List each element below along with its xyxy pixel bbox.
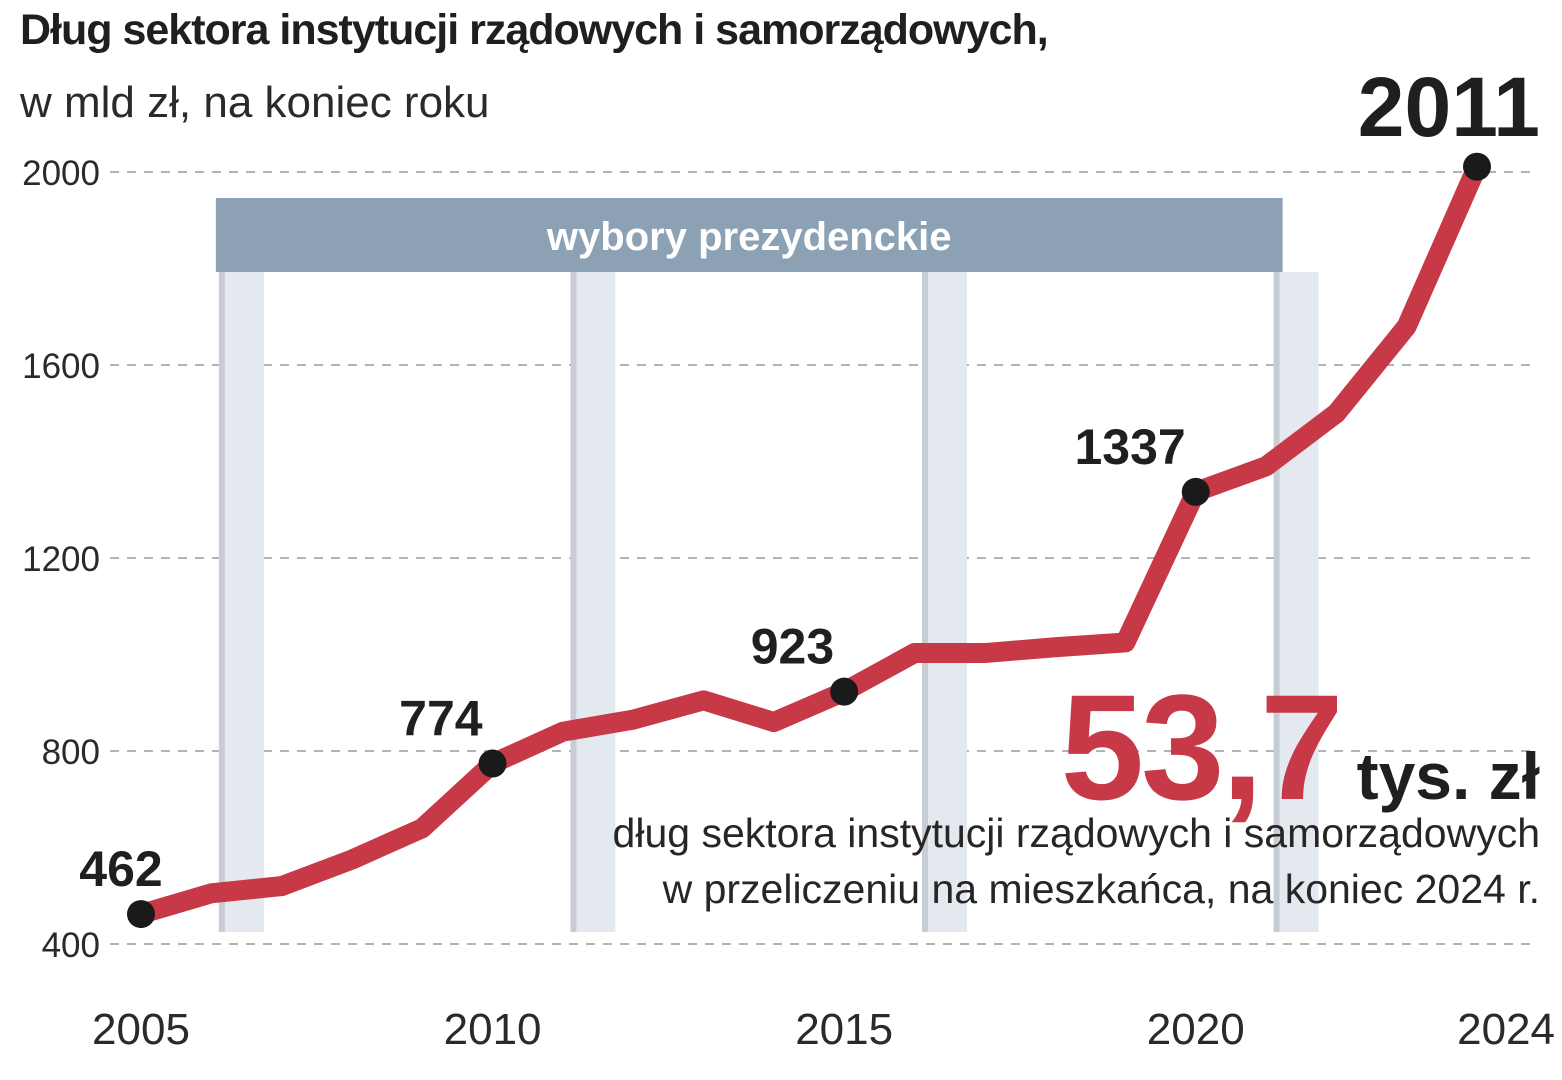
data-labels: 462 774 923 1337 2011 xyxy=(79,60,1540,897)
caption-line-1: dług sektora instytucji rządowych i samo… xyxy=(612,810,1540,856)
x-tick-label: 2005 xyxy=(92,1005,190,1054)
latest-value-label: 2011 xyxy=(1358,60,1540,154)
election-year-markers xyxy=(218,272,1319,932)
election-band: wybory prezydenckie xyxy=(215,198,1283,272)
y-tick-label: 400 xyxy=(42,926,100,965)
y-tick-label: 2000 xyxy=(22,154,100,193)
per-capita-value: 53,7 xyxy=(1060,663,1344,831)
election-marker-line xyxy=(922,272,929,932)
election-marker-shade xyxy=(570,272,616,932)
point-marker xyxy=(478,749,507,778)
y-tick-label: 800 xyxy=(42,733,100,772)
chart-subtitle: w mld zł, na koniec roku xyxy=(20,78,490,127)
x-axis-ticks: 2005 2010 2015 2020 2024 xyxy=(92,1005,1555,1054)
x-tick-label: 2010 xyxy=(444,1005,542,1054)
caption-line-2: w przeliczeniu na mieszkańca, na koniec … xyxy=(662,866,1540,912)
y-tick-label: 1600 xyxy=(22,347,100,386)
per-capita-callout: 53,7 tys. zł xyxy=(1061,672,1540,822)
debt-series xyxy=(131,156,1487,925)
per-capita-unit: tys. zł xyxy=(1356,739,1540,813)
election-marker-shade xyxy=(218,272,264,932)
data-label: 923 xyxy=(751,619,834,675)
data-label: 462 xyxy=(79,841,162,897)
election-marker-line xyxy=(218,272,225,932)
point-marker xyxy=(1463,152,1491,181)
chart-title: Dług sektora instytucji rządowych i samo… xyxy=(20,6,1049,54)
point-marker xyxy=(830,677,859,706)
x-tick-label: 2020 xyxy=(1147,1005,1245,1054)
election-marker-line xyxy=(570,272,577,932)
series-line xyxy=(131,156,1487,925)
x-tick-label: 2024 xyxy=(1457,1005,1555,1054)
y-axis-ticks: 400 800 1200 1600 2000 xyxy=(22,154,100,965)
point-marker xyxy=(127,900,155,929)
point-markers xyxy=(127,152,1491,929)
per-capita-caption: dług sektora instytucji rządowych i samo… xyxy=(613,805,1540,917)
data-label: 774 xyxy=(399,691,483,747)
election-band-label: wybory prezydenckie xyxy=(546,215,952,259)
point-marker xyxy=(1181,477,1210,506)
x-tick-label: 2015 xyxy=(795,1005,893,1054)
election-marker-shade xyxy=(1273,272,1319,932)
y-tick-label: 1200 xyxy=(22,540,100,579)
election-band-bar xyxy=(215,198,1283,272)
election-marker-line xyxy=(1273,272,1280,932)
election-marker-shade xyxy=(922,272,968,932)
data-label: 1337 xyxy=(1075,419,1186,475)
